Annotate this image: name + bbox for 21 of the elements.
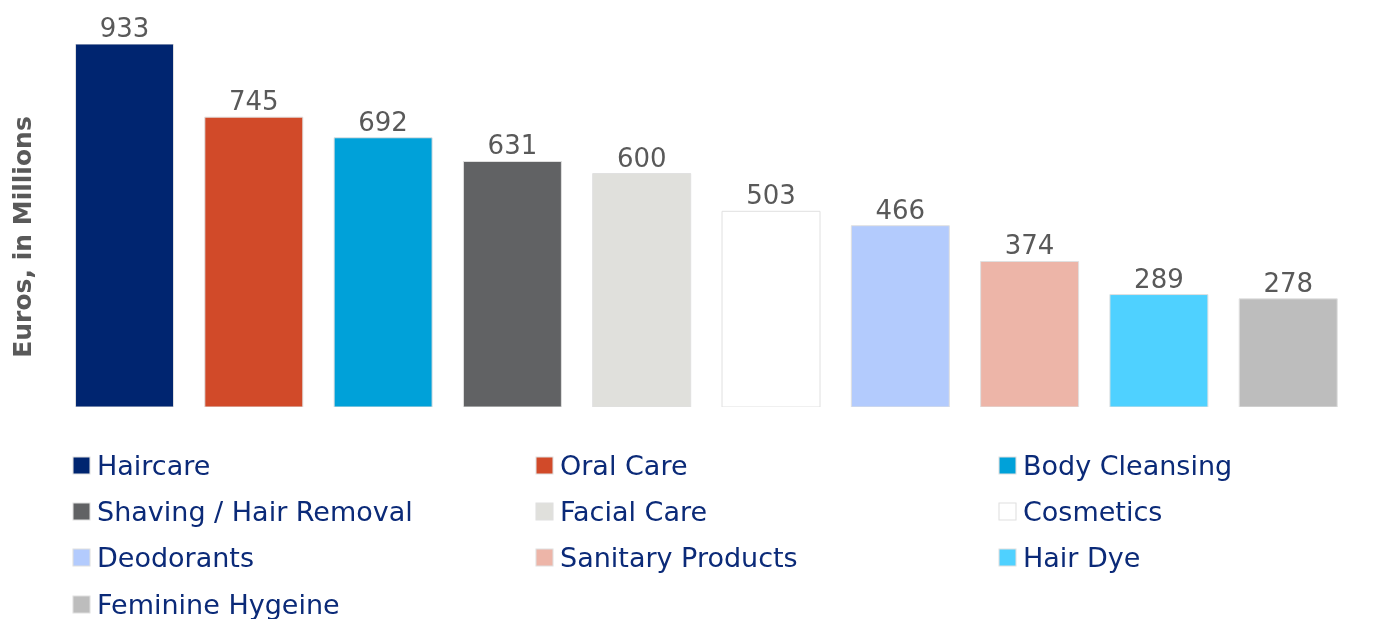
- legend-label: Facial Care: [560, 496, 708, 528]
- legend-label: Oral Care: [560, 449, 688, 481]
- data-label: 600: [616, 142, 667, 173]
- legend-label: Shaving / Hair Removal: [97, 496, 413, 528]
- data-label: 745: [229, 86, 279, 117]
- data-label: 503: [746, 180, 796, 211]
- legend-label: Hair Dye: [1023, 542, 1141, 574]
- y-axis-title: Euros, in Millions: [8, 116, 37, 358]
- data-label: 278: [1263, 267, 1314, 298]
- legend-label: Haircare: [97, 449, 211, 481]
- data-label: 631: [487, 130, 538, 161]
- data-label: 692: [358, 106, 408, 137]
- data-label: 933: [99, 13, 150, 43]
- legend-label: Feminine Hygeine: [97, 588, 340, 619]
- legend-label: Sanitary Products: [560, 542, 798, 574]
- legend-label: Body Cleansing: [1023, 449, 1233, 481]
- data-label: 289: [1134, 263, 1184, 294]
- legend-label: Cosmetics: [1023, 496, 1163, 528]
- data-label: 374: [1004, 230, 1055, 261]
- legend-label: Deodorants: [97, 542, 254, 574]
- data-label: 466: [875, 194, 926, 225]
